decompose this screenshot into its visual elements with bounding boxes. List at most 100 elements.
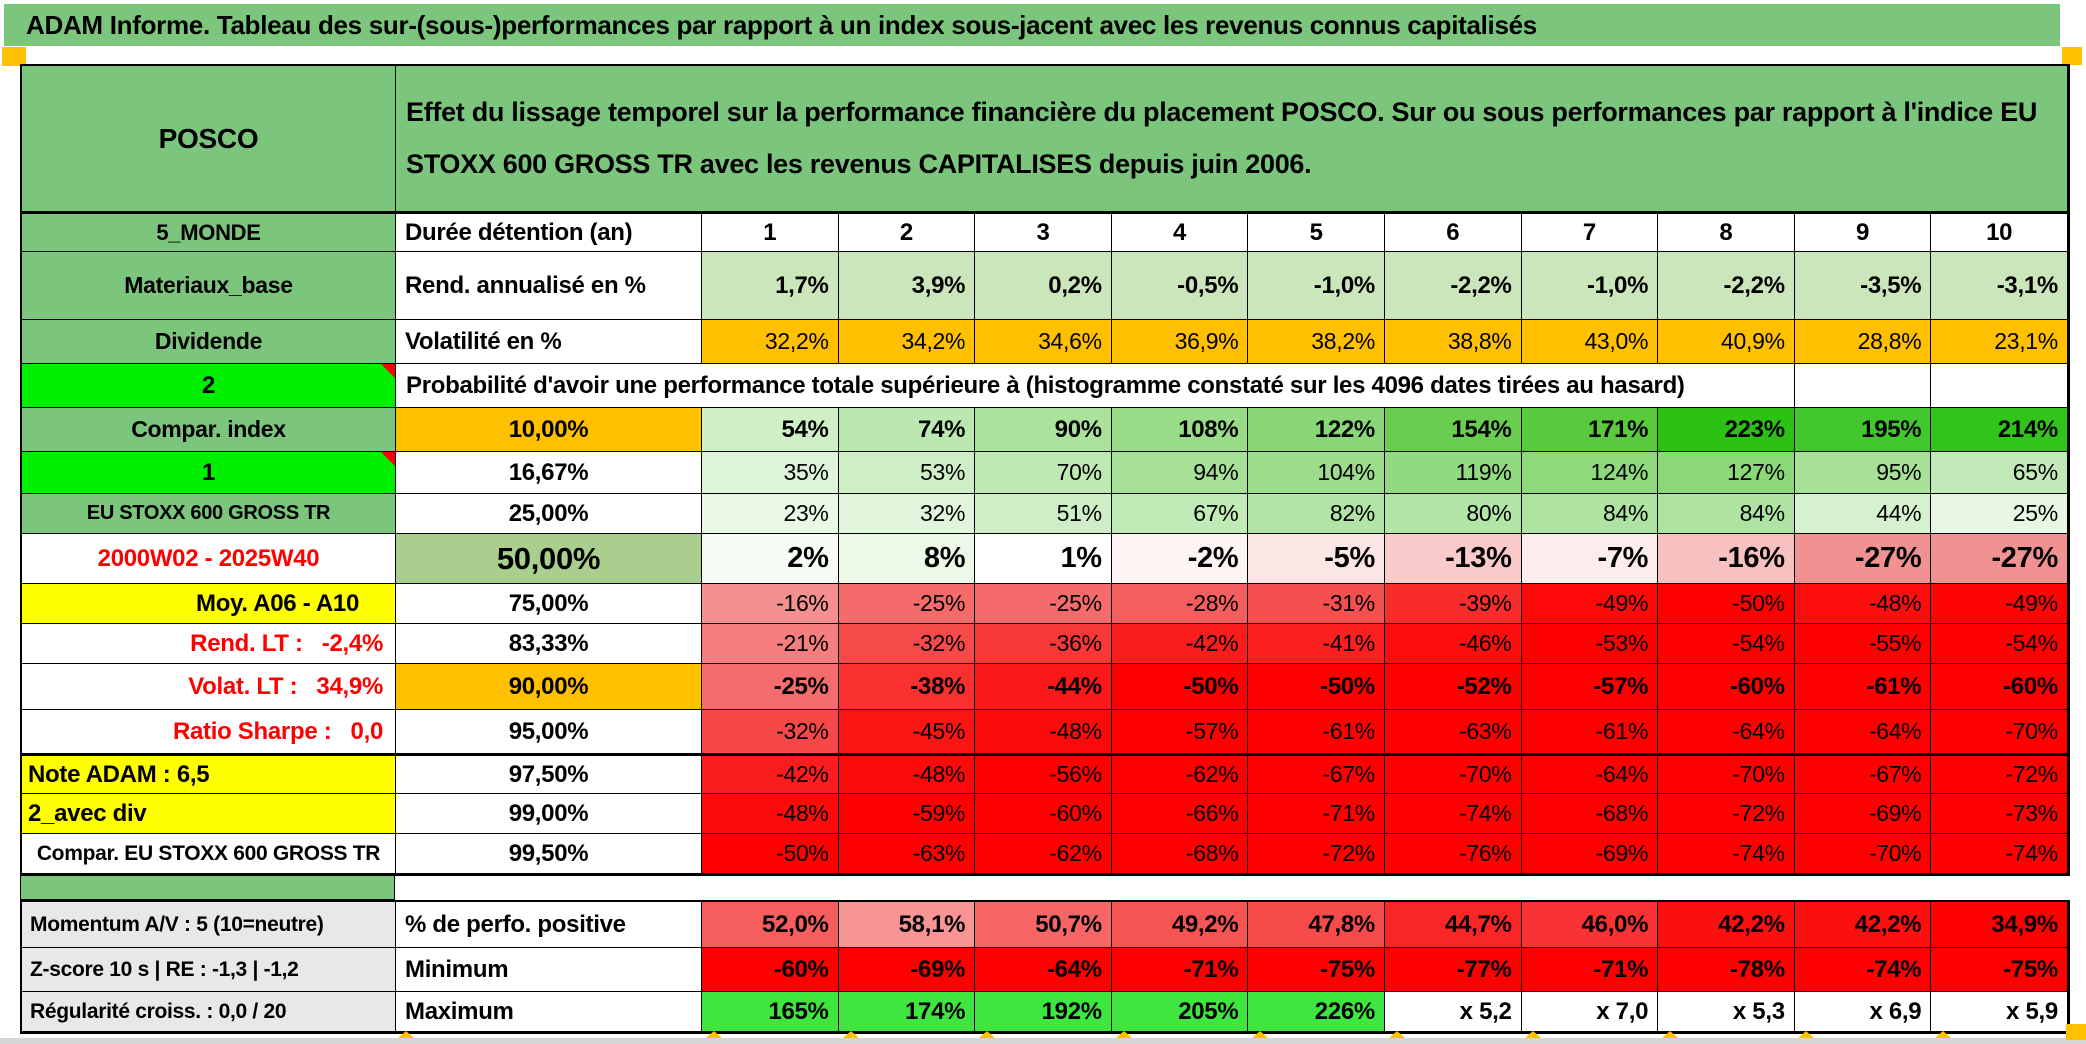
value-p90-col2[interactable]: -38%	[838, 664, 976, 710]
value-p83-col4[interactable]: -42%	[1111, 624, 1249, 664]
value-p90-col9[interactable]: -61%	[1794, 664, 1932, 710]
row-label-p75[interactable]: Moy. A06 - A10	[22, 584, 396, 624]
value-rend-col1[interactable]: 1,7%	[702, 252, 839, 320]
value-p975-col7[interactable]: -64%	[1521, 754, 1659, 794]
value-p95-col3[interactable]: -48%	[975, 710, 1112, 754]
value-p25-col7[interactable]: 84%	[1521, 494, 1659, 534]
value-p75-col7[interactable]: -49%	[1521, 584, 1659, 624]
metric-p10[interactable]: 10,00%	[396, 408, 702, 452]
value-p99-col10[interactable]: -73%	[1931, 794, 2068, 834]
value-vol-col4[interactable]: 36,9%	[1111, 320, 1249, 364]
metric-p995[interactable]: 99,50%	[396, 834, 702, 874]
value-p83-col7[interactable]: -53%	[1521, 624, 1659, 664]
row-label-max[interactable]: Régularité croiss. : 0,0 / 20	[22, 992, 396, 1032]
value-p50-col8[interactable]: -16%	[1658, 534, 1795, 584]
metric-vol[interactable]: Volatilité en %	[396, 320, 702, 364]
value-perfo-col3[interactable]: 50,7%	[975, 902, 1112, 948]
value-p90-col4[interactable]: -50%	[1111, 664, 1249, 710]
value-p75-col2[interactable]: -25%	[838, 584, 976, 624]
value-p975-col3[interactable]: -56%	[975, 754, 1112, 794]
value-p16-col8[interactable]: 127%	[1658, 452, 1795, 494]
value-min-col5[interactable]: -75%	[1248, 948, 1385, 992]
value-p90-col1[interactable]: -25%	[702, 664, 839, 710]
value-p16-col7[interactable]: 124%	[1521, 452, 1659, 494]
value-p975-col5[interactable]: -67%	[1248, 754, 1385, 794]
metric-p975[interactable]: 97,50%	[396, 754, 702, 794]
metric-p90[interactable]: 90,00%	[396, 664, 702, 710]
row-label-p83[interactable]: Rend. LT : -2,4%	[22, 624, 396, 664]
value-p10-col9[interactable]: 195%	[1794, 408, 1932, 452]
row-label-p975[interactable]: Note ADAM : 6,5	[22, 754, 396, 794]
value-duree-col1[interactable]: 1	[702, 212, 839, 252]
value-p16-col4[interactable]: 94%	[1111, 452, 1249, 494]
value-perfo-col7[interactable]: 46,0%	[1521, 902, 1659, 948]
value-perfo-col6[interactable]: 44,7%	[1384, 902, 1522, 948]
value-duree-col2[interactable]: 2	[838, 212, 976, 252]
value-p16-col1[interactable]: 35%	[702, 452, 839, 494]
value-vol-col2[interactable]: 34,2%	[838, 320, 976, 364]
value-p995-col1[interactable]: -50%	[702, 834, 839, 874]
value-p995-col4[interactable]: -68%	[1111, 834, 1249, 874]
value-p95-col10[interactable]: -70%	[1931, 710, 2068, 754]
value-p99-col9[interactable]: -69%	[1794, 794, 1932, 834]
value-p83-col9[interactable]: -55%	[1794, 624, 1932, 664]
value-p50-col3[interactable]: 1%	[975, 534, 1112, 584]
row-label-rend[interactable]: Materiaux_base	[22, 252, 396, 320]
value-p99-col3[interactable]: -60%	[975, 794, 1112, 834]
value-duree-col8[interactable]: 8	[1658, 212, 1795, 252]
value-vol-col5[interactable]: 38,2%	[1248, 320, 1385, 364]
description-cell[interactable]: Effet du lissage temporel sur la perform…	[396, 66, 2068, 212]
value-p50-col2[interactable]: 8%	[838, 534, 976, 584]
row-label-vol[interactable]: Dividende	[22, 320, 396, 364]
row-label-perfo[interactable]: Momentum A/V : 5 (10=neutre)	[22, 902, 396, 948]
value-p10-col10[interactable]: 214%	[1931, 408, 2068, 452]
value-p50-col9[interactable]: -27%	[1794, 534, 1932, 584]
value-p995-col9[interactable]: -70%	[1794, 834, 1932, 874]
empty-cell[interactable]	[1931, 364, 2068, 408]
value-p75-col1[interactable]: -16%	[702, 584, 839, 624]
value-p995-col6[interactable]: -76%	[1384, 834, 1522, 874]
value-min-col10[interactable]: -75%	[1931, 948, 2068, 992]
row-label-p10[interactable]: Compar. index	[22, 408, 396, 452]
value-duree-col10[interactable]: 10	[1931, 212, 2068, 252]
value-max-col4[interactable]: 205%	[1111, 992, 1249, 1032]
value-p975-col2[interactable]: -48%	[838, 754, 976, 794]
value-p975-col10[interactable]: -72%	[1931, 754, 2068, 794]
row-label-p50[interactable]: 2000W02 - 2025W40	[22, 534, 396, 584]
value-p95-col2[interactable]: -45%	[838, 710, 976, 754]
value-duree-col4[interactable]: 4	[1111, 212, 1249, 252]
value-p25-col3[interactable]: 51%	[975, 494, 1112, 534]
value-p10-col1[interactable]: 54%	[702, 408, 839, 452]
value-p90-col10[interactable]: -60%	[1931, 664, 2068, 710]
value-min-col2[interactable]: -69%	[838, 948, 976, 992]
spacer-cell[interactable]	[20, 876, 395, 900]
value-rend-col8[interactable]: -2,2%	[1658, 252, 1795, 320]
value-vol-col1[interactable]: 32,2%	[702, 320, 839, 364]
value-p95-col9[interactable]: -64%	[1794, 710, 1932, 754]
value-p975-col9[interactable]: -67%	[1794, 754, 1932, 794]
value-vol-col10[interactable]: 23,1%	[1931, 320, 2068, 364]
value-max-col10[interactable]: x 5,9	[1931, 992, 2068, 1032]
value-max-col3[interactable]: 192%	[975, 992, 1112, 1032]
value-p16-col9[interactable]: 95%	[1794, 452, 1932, 494]
value-rend-col3[interactable]: 0,2%	[975, 252, 1112, 320]
value-p50-col6[interactable]: -13%	[1384, 534, 1522, 584]
value-vol-col3[interactable]: 34,6%	[975, 320, 1112, 364]
value-p995-col7[interactable]: -69%	[1521, 834, 1659, 874]
value-p25-col2[interactable]: 32%	[838, 494, 976, 534]
value-rend-col10[interactable]: -3,1%	[1931, 252, 2068, 320]
value-rend-col4[interactable]: -0,5%	[1111, 252, 1249, 320]
metric-min[interactable]: Minimum	[396, 948, 702, 992]
row-label-p99[interactable]: 2_avec div	[22, 794, 396, 834]
value-p95-col1[interactable]: -32%	[702, 710, 839, 754]
value-min-col9[interactable]: -74%	[1794, 948, 1932, 992]
value-p975-col4[interactable]: -62%	[1111, 754, 1249, 794]
value-duree-col6[interactable]: 6	[1384, 212, 1522, 252]
value-p10-col3[interactable]: 90%	[975, 408, 1112, 452]
value-p10-col4[interactable]: 108%	[1111, 408, 1249, 452]
metric-perfo[interactable]: % de perfo. positive	[396, 902, 702, 948]
value-p83-col3[interactable]: -36%	[975, 624, 1112, 664]
value-max-col9[interactable]: x 6,9	[1794, 992, 1932, 1032]
metric-p75[interactable]: 75,00%	[396, 584, 702, 624]
value-p25-col4[interactable]: 67%	[1111, 494, 1249, 534]
